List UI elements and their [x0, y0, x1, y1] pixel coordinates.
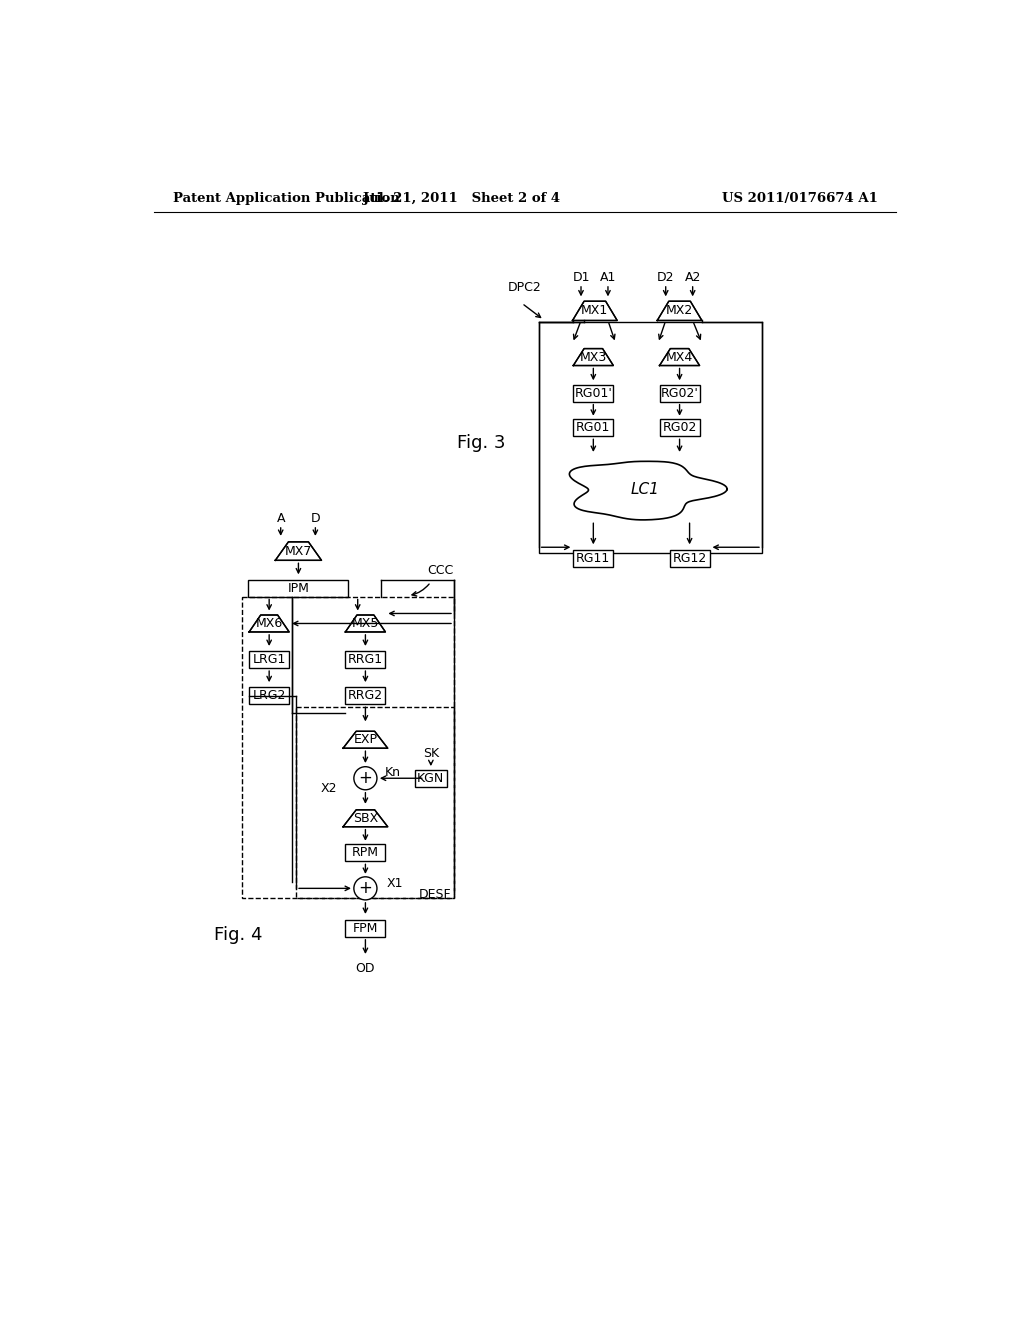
Bar: [345, 845, 385, 862]
Text: LC1: LC1: [631, 482, 659, 498]
Text: Fig. 3: Fig. 3: [457, 434, 506, 453]
Polygon shape: [659, 348, 699, 366]
Text: RPM: RPM: [352, 846, 379, 859]
Bar: [249, 651, 289, 668]
Text: D2: D2: [657, 271, 675, 284]
Circle shape: [354, 876, 377, 900]
Text: RG11: RG11: [577, 552, 610, 565]
Text: +: +: [358, 770, 373, 787]
Text: RRG1: RRG1: [348, 653, 383, 667]
Text: MX1: MX1: [582, 305, 608, 317]
Text: X1: X1: [386, 878, 402, 890]
Text: SBX: SBX: [353, 812, 378, 825]
Text: MX3: MX3: [580, 351, 607, 363]
Text: MX7: MX7: [285, 545, 312, 557]
Text: MX2: MX2: [666, 305, 693, 317]
Text: D1: D1: [572, 271, 590, 284]
Polygon shape: [573, 348, 613, 366]
Text: IPM: IPM: [288, 582, 309, 594]
Bar: [345, 651, 385, 668]
Bar: [345, 688, 385, 705]
Text: X2: X2: [321, 781, 337, 795]
Bar: [539, 322, 762, 553]
Text: DESF: DESF: [418, 888, 451, 902]
Polygon shape: [343, 731, 388, 748]
Polygon shape: [657, 301, 701, 321]
Text: RG01: RG01: [577, 421, 610, 434]
Text: RG02': RG02': [660, 387, 698, 400]
Text: A: A: [276, 512, 285, 525]
Polygon shape: [572, 301, 617, 321]
Text: A1: A1: [600, 271, 616, 284]
Bar: [659, 420, 699, 437]
Bar: [670, 550, 710, 568]
Bar: [296, 706, 454, 898]
Polygon shape: [275, 543, 322, 560]
Text: SK: SK: [423, 747, 439, 760]
Text: RG02: RG02: [663, 421, 696, 434]
Polygon shape: [249, 615, 289, 632]
Text: RG12: RG12: [673, 552, 707, 565]
Text: RRG2: RRG2: [348, 689, 383, 702]
Text: +: +: [358, 879, 373, 898]
Text: EXP: EXP: [353, 733, 378, 746]
Bar: [249, 688, 289, 705]
Text: Kn: Kn: [385, 767, 400, 779]
Bar: [249, 579, 348, 597]
Polygon shape: [343, 810, 388, 826]
Text: LRG2: LRG2: [253, 689, 286, 702]
Text: OD: OD: [355, 962, 375, 975]
Polygon shape: [345, 615, 385, 632]
Bar: [415, 770, 447, 787]
Text: KGN: KGN: [417, 772, 444, 785]
Bar: [573, 550, 613, 568]
Text: Fig. 4: Fig. 4: [214, 925, 262, 944]
Polygon shape: [569, 461, 727, 520]
Text: DPC2: DPC2: [508, 281, 542, 294]
Text: US 2011/0176674 A1: US 2011/0176674 A1: [722, 191, 878, 205]
Bar: [659, 385, 699, 401]
Text: MX5: MX5: [351, 616, 379, 630]
Text: MX6: MX6: [256, 616, 283, 630]
Text: MX4: MX4: [666, 351, 693, 363]
Circle shape: [354, 767, 377, 789]
Text: D: D: [310, 512, 321, 525]
Bar: [573, 385, 613, 401]
Bar: [345, 920, 385, 937]
Text: CCC: CCC: [427, 564, 454, 577]
Text: RG01': RG01': [574, 387, 612, 400]
Bar: [573, 420, 613, 437]
Text: FPM: FPM: [352, 921, 378, 935]
Text: Patent Application Publication: Patent Application Publication: [173, 191, 399, 205]
Text: LRG1: LRG1: [253, 653, 286, 667]
Bar: [243, 597, 454, 898]
Text: A2: A2: [684, 271, 700, 284]
Text: Jul. 21, 2011   Sheet 2 of 4: Jul. 21, 2011 Sheet 2 of 4: [364, 191, 560, 205]
